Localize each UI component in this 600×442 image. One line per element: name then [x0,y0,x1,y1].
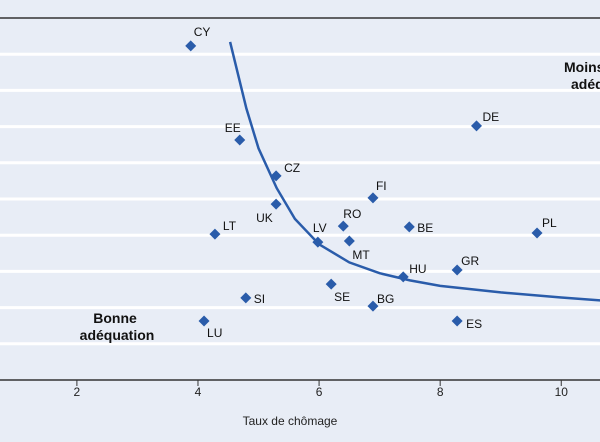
gridlines [0,52,600,346]
point-label-hu: HU [409,262,426,276]
point-marker-lu [198,315,210,327]
x-tick-label: 2 [74,385,81,399]
point-label-pl: PL [542,216,557,230]
point-label-mt: MT [352,248,370,262]
point-marker-lv [312,236,324,248]
point-label-gr: GR [461,254,479,268]
point-label-es: ES [466,317,482,331]
x-tick-label: 6 [316,385,323,399]
point-label-se: SE [334,290,350,304]
point-marker-uk [270,198,282,210]
point-label-bg: BG [377,292,394,306]
point-marker-ro [337,220,349,232]
point-label-cy: CY [194,25,211,39]
point-label-de: DE [482,110,499,124]
data-points: CY EE CZ UK LT LV RO MT FI BE DE PL HU GR SE BG SI LU ES [185,25,557,340]
point-label-lt: LT [223,219,237,233]
x-tick-label: 8 [437,385,444,399]
point-label-fi: FI [376,179,387,193]
point-marker-si [240,292,252,304]
point-label-uk: UK [256,211,273,225]
point-marker-mt [343,235,355,247]
annotation-poor-fit-line2: adéquation [571,76,600,92]
x-axis-label: Taux de chômage [243,414,338,428]
annotation-good-fit-line1: Bonne [93,310,137,326]
point-marker-fi [367,192,379,204]
annotation-good-fit-line2: adéquation [80,327,155,343]
point-marker-de [470,120,482,132]
point-marker-se [325,278,337,290]
point-marker-cz [270,170,282,182]
x-tick-label: 10 [555,385,569,399]
point-marker-pl [531,227,543,239]
annotation-good-fit: Bonne adéquation [80,310,155,343]
annotation-poor-fit: Moins bonne adéquation [564,59,600,92]
point-marker-gr [451,264,463,276]
trend-curve [228,41,600,302]
point-label-cz: CZ [284,161,300,175]
point-marker-hu [397,271,409,283]
x-tick-label: 4 [195,385,202,399]
point-label-lu: LU [207,326,222,340]
point-marker-cy [185,40,197,52]
point-marker-be [403,221,415,233]
point-marker-lt [209,228,221,240]
x-ticks: 2 4 6 8 10 [74,380,569,399]
point-marker-es [451,315,463,327]
point-label-ro: RO [343,207,361,221]
point-label-lv: LV [313,221,327,235]
point-marker-bg [367,300,379,312]
annotation-poor-fit-line1: Moins bonne [564,59,600,75]
point-label-si: SI [254,292,265,306]
point-label-be: BE [417,221,433,235]
point-marker-ee [234,134,246,146]
point-label-ee: EE [225,121,241,135]
